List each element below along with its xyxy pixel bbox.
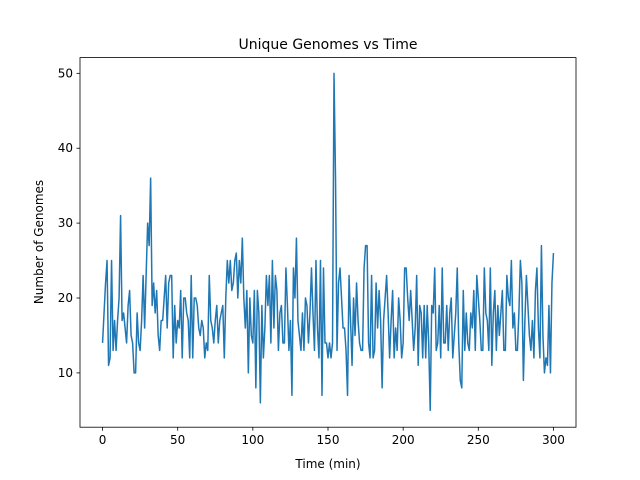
y-tick-label: 10	[58, 366, 73, 380]
x-tick-label: 300	[542, 433, 565, 447]
x-tick-label: 0	[99, 433, 107, 447]
line-series	[101, 72, 555, 412]
x-tick-label: 100	[241, 433, 264, 447]
y-tick-label: 50	[58, 66, 73, 80]
y-tick-label: 40	[58, 141, 73, 155]
y-tick-label: 30	[58, 216, 73, 230]
y-axis-label: Number of Genomes	[32, 180, 46, 304]
x-tick-label: 250	[467, 433, 490, 447]
x-axis-label: Time (min)	[294, 457, 360, 471]
y-tick-label: 20	[58, 291, 73, 305]
x-tick-label: 50	[170, 433, 185, 447]
x-tick-label: 150	[317, 433, 340, 447]
x-tick-label: 200	[392, 433, 415, 447]
plot-frame	[79, 57, 577, 428]
chart-title: Unique Genomes vs Time	[238, 37, 417, 53]
